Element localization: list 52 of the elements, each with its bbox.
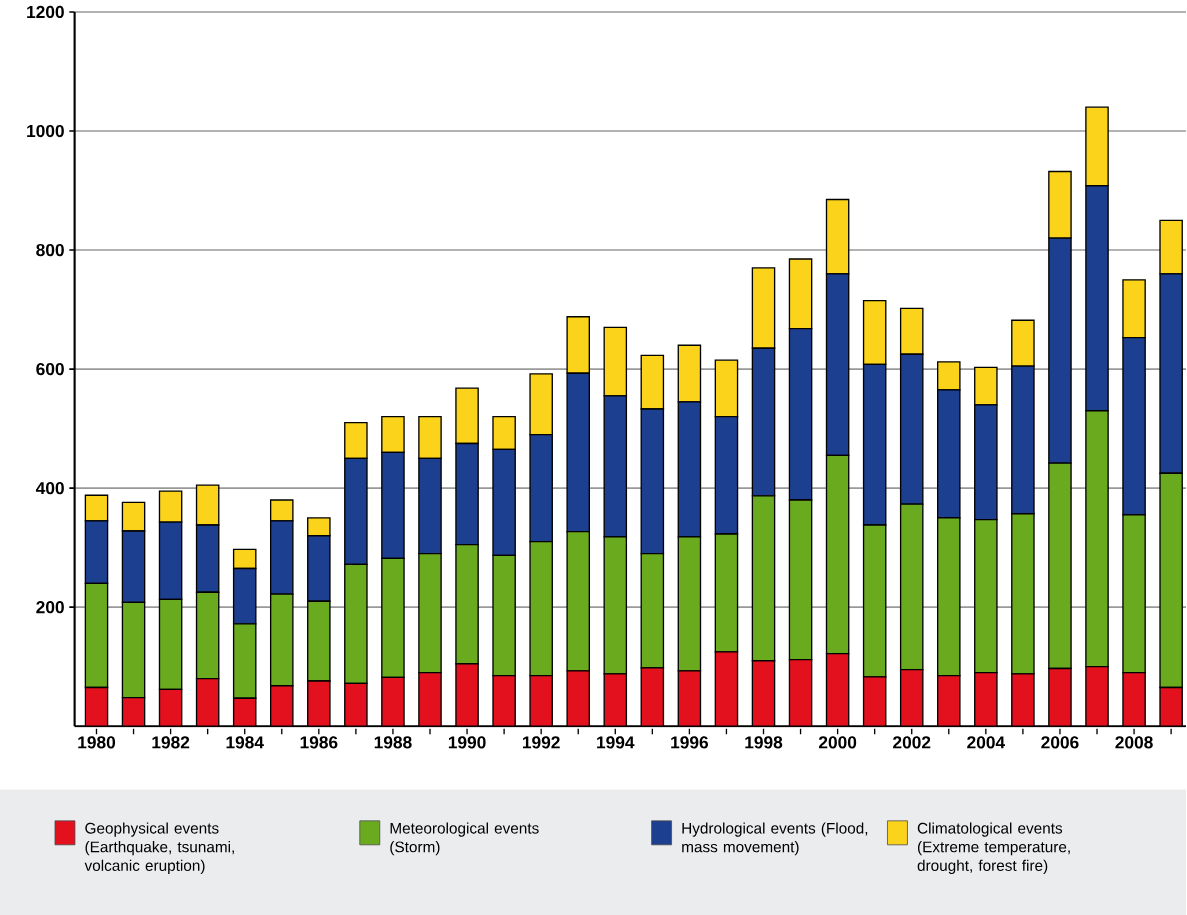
y-tick-label: 600 — [36, 362, 64, 376]
x-tick-label: 2000 — [818, 736, 857, 749]
bar — [603, 672, 628, 726]
x-tick-label: 1992 — [522, 736, 560, 749]
legend-label: Geophysical events (Earthquake, tsunami, volcanic eruption) — [84, 822, 234, 874]
y-tick-label: 200 — [36, 600, 64, 614]
legend-label: Climatological events (Extreme temperature, drought, forest fire) — [917, 822, 1070, 874]
y-tick-label: 400 — [35, 481, 64, 495]
bar — [307, 680, 331, 726]
legend-label: Meteorological events (Storm) — [390, 822, 539, 856]
bar — [899, 668, 924, 726]
x-tick-label: 2002 — [893, 736, 931, 749]
x-tick-label: 1982 — [152, 736, 190, 749]
y-tick-label: 1200 — [27, 5, 64, 18]
x-tick-label: 2006 — [1041, 736, 1079, 749]
bar — [937, 674, 961, 726]
bar — [455, 662, 479, 726]
bar — [825, 652, 850, 726]
bar — [566, 669, 591, 726]
bar — [862, 675, 887, 726]
bar — [677, 669, 702, 726]
bar — [195, 677, 220, 726]
x-tick-label: 1990 — [448, 736, 486, 749]
bar — [344, 682, 368, 726]
y-tick-label: 1000 — [27, 124, 64, 137]
bar — [714, 650, 739, 726]
bar — [158, 688, 183, 726]
bar — [751, 659, 776, 726]
x-tick-label: 2004 — [967, 736, 1006, 749]
x-tick-label: 1984 — [226, 736, 264, 749]
bar — [529, 674, 553, 726]
bar — [492, 674, 516, 726]
x-tick-label: 1994 — [597, 736, 635, 749]
bar — [640, 667, 665, 726]
y-tick-label: 800 — [36, 243, 64, 256]
x-tick-label: 1986 — [300, 736, 338, 749]
x-tick-label: 1996 — [671, 736, 709, 749]
bar — [974, 671, 998, 726]
x-tick-label: 1988 — [374, 736, 412, 749]
bar — [1159, 686, 1183, 726]
bar — [381, 676, 405, 726]
x-tick-label: 1980 — [78, 736, 116, 749]
bar — [1011, 672, 1035, 726]
x-tick-label: 2008 — [1115, 736, 1153, 749]
bar — [121, 696, 146, 726]
bar — [1122, 671, 1146, 726]
bar — [788, 658, 813, 726]
bar — [84, 686, 109, 726]
bar — [269, 684, 294, 726]
legend-label: Hydrological events (Flood, mass movement) — [682, 822, 868, 856]
x-tick-label: 1998 — [745, 736, 783, 749]
bar — [232, 697, 257, 726]
